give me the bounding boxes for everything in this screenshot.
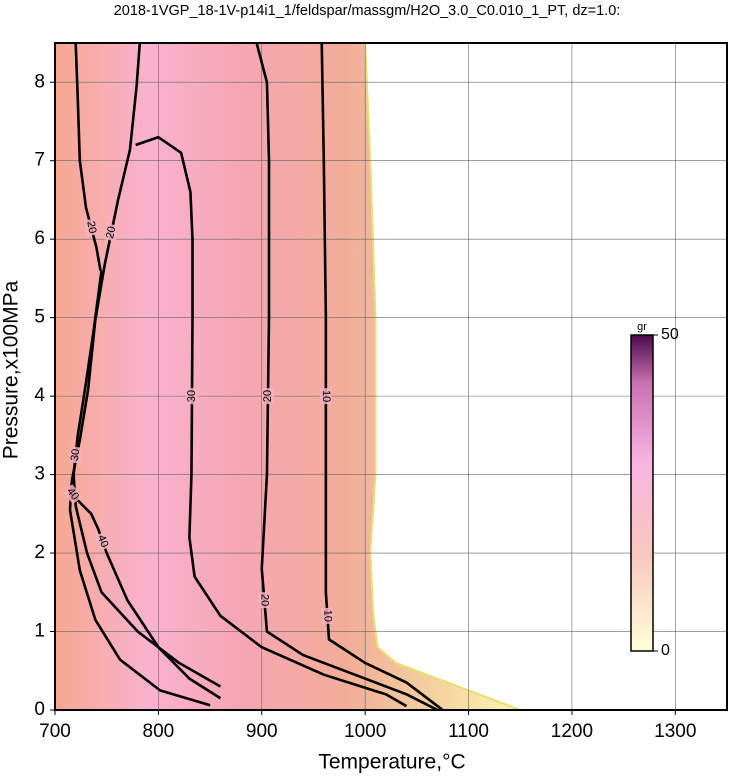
contour-line xyxy=(68,43,211,707)
contour-line xyxy=(135,135,408,708)
contour-label-bg xyxy=(185,388,199,405)
colorbar-tick-label: 50 xyxy=(661,326,679,343)
contour-label: 20 xyxy=(262,390,274,402)
plot-frame xyxy=(54,42,728,711)
contour-label-bg xyxy=(261,388,275,405)
contour-line xyxy=(74,43,102,271)
x-tick-label: 900 xyxy=(246,721,278,742)
contour-label-bg xyxy=(258,592,271,609)
y-tick-label: 3 xyxy=(34,464,45,485)
contour-label: 30 xyxy=(69,448,82,462)
x-tick-label: 1300 xyxy=(654,721,696,742)
contour-label: 40 xyxy=(64,486,81,503)
contour-label-bg xyxy=(68,446,83,464)
plot-area: 20 20 30 40 40 30 20 20 10 10 xyxy=(55,43,727,710)
y-tick-label: 4 xyxy=(34,385,45,406)
contour-label: 20 xyxy=(84,220,98,234)
contour-label-bg xyxy=(319,388,332,405)
contour-line xyxy=(68,489,222,700)
x-tick-label: 1000 xyxy=(344,721,386,742)
y-tick-label: 1 xyxy=(34,621,45,642)
contour-label: 10 xyxy=(320,390,332,402)
melt-field xyxy=(55,43,521,710)
x-tick-label: 1200 xyxy=(551,721,593,742)
contour-label: 20 xyxy=(104,225,118,240)
colorbar-tick-label: 0 xyxy=(661,642,670,659)
contour-line xyxy=(255,43,439,710)
x-tick-label: 700 xyxy=(39,721,71,742)
contour-label: 20 xyxy=(258,594,270,606)
contour-label-bg xyxy=(94,531,112,551)
y-tick-label: 5 xyxy=(34,307,45,328)
contour-line xyxy=(72,270,222,688)
colorbar-label: gr xyxy=(637,321,647,333)
contour-label-bg xyxy=(83,218,99,237)
contour-label-bg xyxy=(62,484,83,505)
x-tick-label: 800 xyxy=(143,721,175,742)
y-tick-label: 7 xyxy=(34,150,45,171)
contour-label-bg xyxy=(103,223,119,242)
axes: 700 800 900 1000 1100 1200 1300 0 1 2 3 4 5 6 7 8 xyxy=(34,42,728,742)
y-tick-label: 8 xyxy=(34,71,45,92)
contour-label: 30 xyxy=(186,390,198,402)
contour-label: 40 xyxy=(95,533,111,549)
x-tick-label: 1100 xyxy=(448,721,489,742)
y-tick-label: 6 xyxy=(34,228,45,249)
y-tick-label: 0 xyxy=(34,699,45,720)
x-axis-label: Temperature,°C xyxy=(318,751,465,774)
y-axis-label: Pressure,x100MPa xyxy=(0,280,23,459)
chart-title: 2018-1VGP_18-1V-p14i1_1/feldspar/massgm/… xyxy=(114,3,621,19)
contour-label: 10 xyxy=(321,610,333,622)
contour-label-bg xyxy=(321,607,334,624)
colorbar xyxy=(630,334,654,652)
y-tick-label: 2 xyxy=(34,542,45,563)
